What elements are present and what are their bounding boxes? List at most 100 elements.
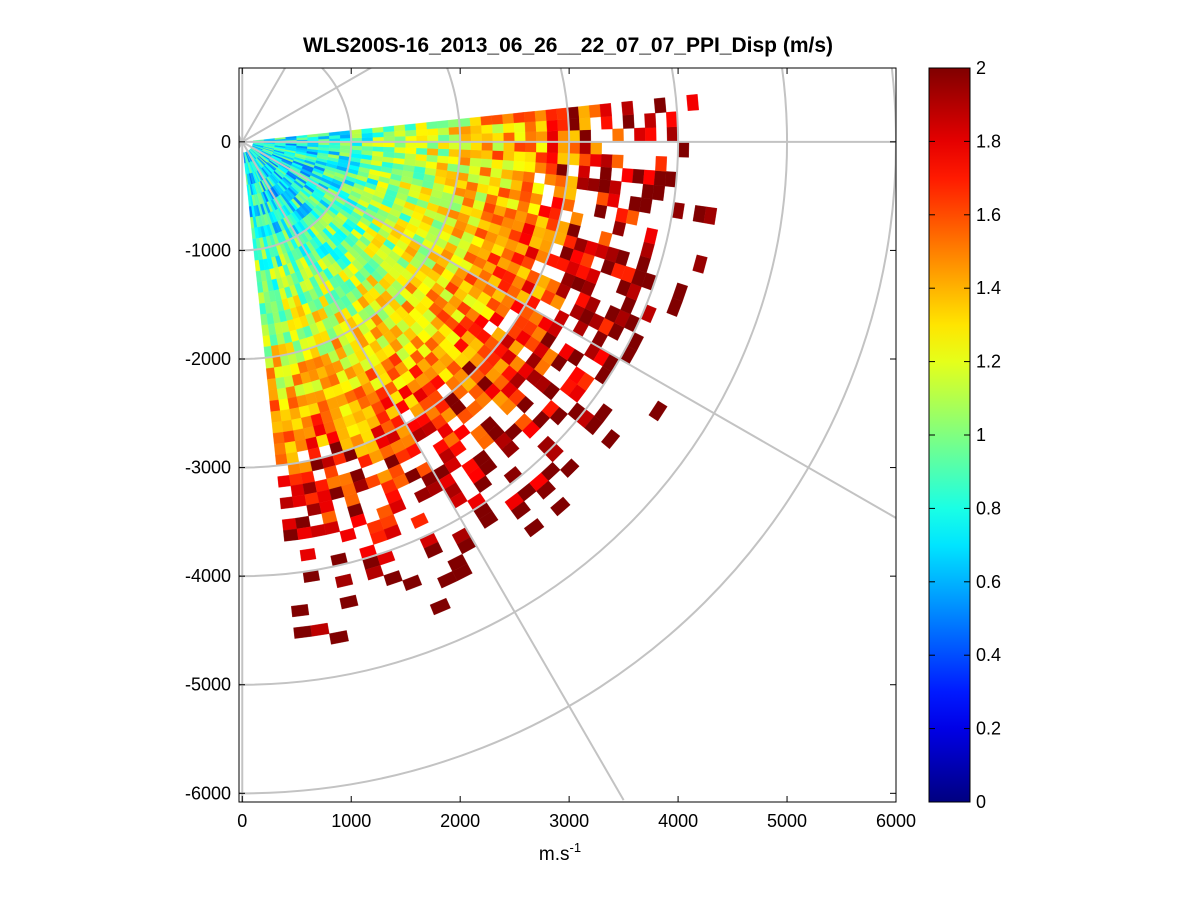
data-cell bbox=[329, 630, 349, 645]
data-cell bbox=[535, 151, 548, 164]
data-cell bbox=[459, 149, 472, 158]
colorbar-gradient bbox=[928, 67, 971, 803]
data-cell bbox=[611, 154, 624, 169]
data-cell bbox=[666, 126, 679, 142]
data-cell bbox=[590, 141, 602, 155]
data-cell bbox=[393, 152, 406, 160]
data-cell bbox=[372, 150, 384, 157]
data-cell bbox=[502, 113, 515, 124]
data-cell bbox=[299, 548, 317, 562]
data-cell bbox=[426, 121, 439, 130]
data-cell bbox=[438, 141, 450, 150]
data-cell bbox=[634, 127, 646, 142]
data-cell bbox=[415, 122, 428, 130]
data-cell bbox=[447, 118, 460, 128]
data-cell bbox=[648, 400, 668, 422]
data-cell bbox=[458, 117, 471, 127]
data-cell bbox=[643, 227, 659, 245]
data-cell bbox=[283, 528, 299, 542]
data-cell bbox=[339, 594, 359, 610]
data-cell bbox=[606, 193, 621, 208]
data-cell bbox=[568, 141, 581, 154]
grid-spoke bbox=[241, 141, 625, 801]
data-cell bbox=[521, 180, 534, 193]
data-cell bbox=[491, 159, 504, 170]
data-cell bbox=[588, 104, 602, 118]
data-cell bbox=[271, 421, 284, 434]
data-cell bbox=[536, 131, 548, 142]
data-cell bbox=[479, 166, 492, 177]
colorbar-tick-label: 1.6 bbox=[976, 205, 1001, 225]
data-cell bbox=[599, 103, 612, 117]
data-cell bbox=[621, 100, 634, 116]
data-cell bbox=[310, 524, 327, 538]
data-cell bbox=[452, 563, 473, 582]
data-cell bbox=[516, 395, 535, 414]
data-cell bbox=[488, 176, 502, 188]
data-cell bbox=[361, 128, 373, 134]
data-cell bbox=[372, 131, 384, 138]
data-cell bbox=[639, 197, 653, 214]
data-cell bbox=[501, 440, 520, 459]
data-cell bbox=[289, 473, 303, 487]
data-cell bbox=[267, 378, 278, 391]
data-cell bbox=[292, 494, 307, 508]
y-tick-label: -5000 bbox=[185, 675, 231, 695]
data-cell bbox=[556, 107, 569, 121]
data-cell bbox=[268, 388, 279, 402]
colorbar-tick-label: 0.4 bbox=[976, 645, 1001, 665]
x-tick-label: 3000 bbox=[549, 811, 589, 831]
data-cell bbox=[405, 129, 417, 137]
data-cell bbox=[426, 128, 439, 136]
data-cell bbox=[525, 131, 537, 142]
data-cell bbox=[470, 149, 482, 159]
data-cell bbox=[277, 475, 291, 488]
data-cell bbox=[508, 188, 522, 201]
data-cell bbox=[448, 126, 461, 135]
data-cell bbox=[491, 114, 504, 125]
y-axis: 0 -1000 -2000 -3000 -4000 -5000 -6000 bbox=[185, 132, 896, 803]
data-cell bbox=[447, 156, 460, 165]
colorbar-tick-label: 0.8 bbox=[976, 498, 1001, 518]
data-cell bbox=[503, 132, 515, 142]
data-cell bbox=[416, 147, 428, 155]
data-cell bbox=[641, 183, 655, 200]
data-cell bbox=[503, 141, 515, 152]
data-cell bbox=[513, 160, 526, 172]
data-cell bbox=[523, 111, 536, 123]
data-cell bbox=[557, 152, 570, 165]
data-cell bbox=[437, 120, 449, 129]
y-tick-label: -6000 bbox=[185, 783, 231, 803]
data-cell bbox=[596, 191, 610, 207]
data-cell bbox=[272, 431, 285, 445]
colorbar-tick-label: 1.8 bbox=[976, 131, 1001, 151]
data-cell bbox=[481, 150, 493, 160]
data-cell bbox=[426, 148, 439, 156]
data-cell bbox=[404, 123, 417, 131]
data-cell bbox=[334, 573, 354, 589]
data-cell bbox=[524, 121, 537, 133]
data-cell bbox=[635, 255, 651, 273]
data-cell bbox=[534, 109, 547, 122]
data-cell bbox=[519, 190, 533, 203]
x-axis-label: m.s-1 bbox=[539, 840, 581, 865]
x-tick-label: 6000 bbox=[876, 811, 916, 831]
data-cell bbox=[579, 117, 591, 131]
data-cell bbox=[524, 151, 537, 163]
data-cell bbox=[557, 118, 570, 131]
data-cell bbox=[513, 151, 526, 162]
data-cell bbox=[470, 141, 483, 151]
x-axis: 0 1000 2000 3000 4000 5000 6000 bbox=[237, 68, 916, 831]
data-cell bbox=[383, 524, 402, 540]
data-cell bbox=[513, 112, 526, 124]
data-cell bbox=[473, 475, 493, 494]
data-cell bbox=[478, 174, 491, 186]
data-cell bbox=[416, 128, 428, 136]
data-cell bbox=[615, 249, 630, 267]
data-cell bbox=[536, 480, 557, 500]
data-cell bbox=[402, 574, 423, 591]
data-cell bbox=[559, 458, 580, 478]
data-cell bbox=[306, 502, 322, 517]
data-cell bbox=[310, 622, 330, 637]
data-cell bbox=[579, 129, 592, 142]
